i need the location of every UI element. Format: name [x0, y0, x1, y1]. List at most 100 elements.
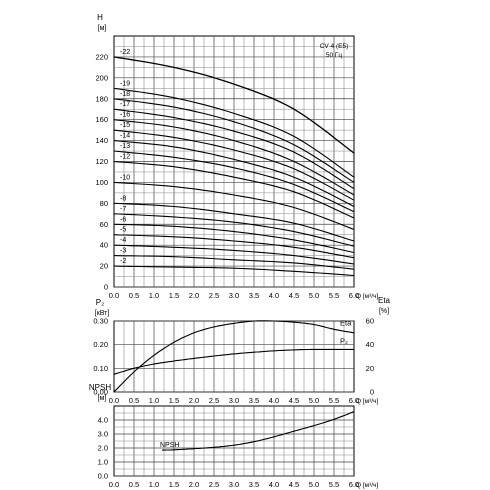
x-tick-label-power: 0.5: [129, 396, 139, 405]
y-tick-label-head: 200: [95, 73, 108, 82]
x-tick-label-power: 4.0: [269, 396, 279, 405]
x-tick-label-head: 2.0: [189, 291, 199, 300]
series-line--2: [113, 265, 355, 277]
x-tick-label-npsh: 0.5: [129, 480, 139, 489]
series-line--5: [113, 234, 355, 259]
y-tick-label-npsh: 1.0: [98, 458, 108, 467]
x-tick-label-npsh: 4.5: [289, 480, 299, 489]
x-tick-label-npsh: 6.0: [349, 480, 359, 489]
y-tick-label-npsh: 3.0: [98, 430, 108, 439]
y-tick-label-power: 0.20: [93, 340, 108, 349]
x-tick-label-power: 5.0: [309, 396, 319, 405]
x-tick-label-head: 5.5: [329, 291, 339, 300]
series-label: -16: [120, 112, 130, 119]
y2-tick-label-power: 60: [366, 317, 374, 326]
x-tick-label-power: 6.0: [349, 396, 359, 405]
series-label: -17: [120, 101, 130, 108]
series-label: -12: [120, 154, 130, 161]
series-label: -10: [120, 174, 130, 181]
y-tick-label-head: 100: [95, 178, 108, 187]
y-axis-label-head: H: [97, 13, 103, 22]
y-tick-label-power: 0.30: [93, 317, 108, 326]
chart-title-line-2: 50 Гц: [326, 52, 343, 59]
y-tick-label-head: 140: [95, 136, 108, 145]
x-tick-label-power: 1.0: [149, 396, 159, 405]
series-label: -18: [120, 91, 130, 98]
y-tick-label-head: 60: [100, 220, 108, 229]
series-line--10: [113, 181, 355, 231]
series-line-eta: [113, 320, 355, 393]
y2-tick-label-power: 40: [366, 340, 374, 349]
series-label-npsh: NPSH: [160, 442, 179, 449]
x-tick-label-head: 1.0: [149, 291, 159, 300]
series-line-p2: [113, 348, 354, 375]
series-label: -14: [120, 133, 130, 140]
series-label: -13: [120, 143, 130, 150]
series-label: -7: [120, 206, 126, 213]
series-line--19: [113, 87, 355, 178]
x-tick-label-npsh: 4.0: [269, 480, 279, 489]
x-tick-label-power: 3.5: [249, 396, 259, 405]
series-label-p2: P₂: [340, 336, 348, 345]
series-line--16: [113, 119, 355, 196]
y-axis-unit-power: [кВт]: [95, 310, 110, 317]
x-tick-label-npsh: 1.5: [169, 480, 179, 489]
x-tick-label-head: 4.5: [289, 291, 299, 300]
x-tick-label-power: 2.0: [189, 396, 199, 405]
x-tick-label-power: 0.0: [109, 396, 119, 405]
y-tick-label-npsh: 4.0: [98, 416, 108, 425]
y-axis-label-power: P₂: [96, 298, 104, 307]
y-tick-label-power: 0.10: [93, 364, 108, 373]
x-tick-label-npsh: 1.0: [149, 480, 159, 489]
y-tick-label-head: 120: [95, 157, 108, 166]
series-label: -6: [120, 216, 126, 223]
series-line--14: [113, 140, 355, 207]
x-tick-label-power: 2.5: [209, 396, 219, 405]
y-tick-label-head: 0: [104, 283, 108, 292]
y-tick-label-head: 40: [100, 241, 108, 250]
series-label: -19: [120, 80, 130, 87]
y-tick-label-head: 20: [100, 262, 108, 271]
series-line--12: [113, 160, 355, 219]
series-line--13: [113, 150, 355, 213]
x-axis-unit-npsh: Q [м³/ч]: [356, 482, 378, 489]
series-line--6: [113, 223, 355, 254]
x-tick-label-head: 6.0: [349, 291, 359, 300]
x-tick-label-npsh: 5.5: [329, 480, 339, 489]
x-tick-label-npsh: 2.5: [209, 480, 219, 489]
x-tick-label-head: 3.5: [249, 291, 259, 300]
x-tick-label-npsh: 5.0: [309, 480, 319, 489]
x-tick-label-power: 5.5: [329, 396, 339, 405]
x-tick-label-npsh: 0.0: [109, 480, 119, 489]
y2-axis-label-power: Eta: [378, 296, 391, 305]
x-tick-label-npsh: 2.0: [189, 480, 199, 489]
series-label: -22: [120, 49, 130, 56]
series-line--4: [113, 244, 355, 265]
x-tick-label-power: 3.0: [229, 396, 239, 405]
y-tick-label-head: 160: [95, 115, 108, 124]
x-tick-label-head: 1.5: [169, 291, 179, 300]
x-tick-label-power: 4.5: [289, 396, 299, 405]
y2-tick-label-power: 20: [366, 364, 374, 373]
series-line--15: [113, 129, 355, 201]
x-tick-label-head: 3.0: [229, 291, 239, 300]
y-axis-label-npsh: NPSH: [89, 383, 111, 392]
x-axis-unit-power: Q [м³/ч]: [356, 398, 378, 405]
x-tick-label-power: 1.5: [169, 396, 179, 405]
x-tick-label-head: 5.0: [309, 291, 319, 300]
y-axis-unit-npsh: [м]: [98, 395, 107, 402]
y2-axis-unit-power: [%]: [379, 308, 389, 315]
series-label: -3: [120, 248, 126, 255]
series-label: -5: [120, 227, 126, 234]
series-line--18: [113, 98, 355, 183]
y-tick-label-head: 80: [100, 199, 108, 208]
series-label-eta: Eta: [340, 318, 352, 327]
series-line--3: [113, 255, 355, 270]
x-tick-label-head: 4.0: [269, 291, 279, 300]
series-line-npsh: [162, 411, 355, 451]
series-line--17: [113, 108, 355, 190]
y2-tick-label-power: 0: [370, 388, 374, 397]
y-tick-label-head: 180: [95, 94, 108, 103]
x-tick-label-npsh: 3.5: [249, 480, 259, 489]
x-tick-label-head: 0.0: [109, 291, 119, 300]
